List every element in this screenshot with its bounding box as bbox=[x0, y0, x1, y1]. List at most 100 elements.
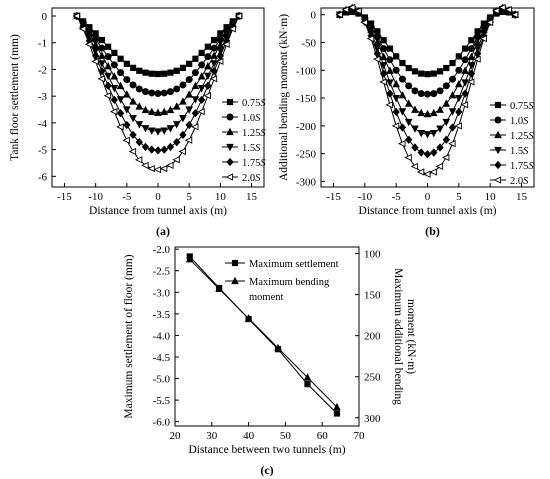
data-point bbox=[154, 89, 162, 97]
data-point bbox=[461, 66, 469, 74]
data-point bbox=[491, 7, 500, 15]
legend-label-symbol: S bbox=[528, 161, 534, 172]
data-point bbox=[91, 47, 100, 55]
panel-label: (c) bbox=[260, 463, 273, 477]
data-point bbox=[411, 68, 419, 75]
data-point bbox=[398, 123, 407, 132]
data-point bbox=[417, 129, 426, 138]
data-point bbox=[141, 142, 150, 152]
chart-panel-b: -15 -10 -5 0 5 10 150-50-100-150-200-250-3000.… bbox=[278, 3, 535, 238]
legend-label: 1.75S bbox=[510, 161, 534, 172]
legend-label: 1.25S bbox=[242, 128, 266, 139]
data-point bbox=[405, 135, 413, 144]
y-tick-label: -3.5 bbox=[153, 309, 171, 321]
data-point bbox=[185, 120, 193, 130]
data-point bbox=[142, 88, 150, 96]
data-point bbox=[184, 136, 193, 144]
data-point bbox=[123, 76, 131, 84]
y2-tick-label: 250 bbox=[364, 372, 381, 384]
legend-label-number: 1.5 bbox=[242, 143, 255, 154]
data-point bbox=[122, 136, 130, 144]
data-point bbox=[135, 121, 144, 129]
data-point bbox=[129, 114, 137, 123]
y-tick-label: -100 bbox=[296, 65, 317, 77]
data-point bbox=[172, 156, 180, 164]
data-point bbox=[154, 146, 162, 155]
data-point bbox=[399, 59, 406, 67]
data-point bbox=[198, 61, 206, 69]
y-tick-label: -2.0 bbox=[153, 244, 171, 256]
data-point bbox=[215, 57, 224, 66]
data-point bbox=[410, 162, 419, 171]
data-point bbox=[210, 66, 218, 76]
panel-label: (a) bbox=[156, 224, 170, 238]
data-point bbox=[379, 78, 387, 86]
data-point bbox=[385, 101, 393, 109]
series-1.0S bbox=[73, 12, 243, 97]
y-axis-label: Maximum settlement of floor (mm) bbox=[123, 254, 135, 418]
data-point bbox=[460, 101, 469, 109]
data-point bbox=[148, 89, 156, 97]
data-point bbox=[154, 70, 162, 78]
legend-label: 0.75S bbox=[510, 101, 534, 112]
data-point bbox=[78, 25, 87, 33]
y-axis-label: Tank floor settlement (mm) bbox=[9, 34, 21, 161]
data-point bbox=[211, 36, 218, 44]
y-tick-label: -50 bbox=[301, 37, 316, 49]
y2-tick-label: 150 bbox=[364, 290, 381, 302]
data-point bbox=[117, 55, 124, 62]
y-tick-label: -2 bbox=[38, 64, 47, 76]
x-tick-label: 40 bbox=[243, 430, 255, 442]
data-point bbox=[347, 3, 356, 12]
data-point bbox=[504, 6, 512, 14]
x-tick-label: 50 bbox=[280, 430, 292, 442]
data-point bbox=[442, 99, 451, 107]
data-point bbox=[98, 66, 106, 76]
data-point bbox=[423, 131, 432, 139]
legend-label: Maximum settlement bbox=[249, 259, 339, 270]
data-point bbox=[142, 69, 149, 76]
y2-tick-label: 300 bbox=[364, 413, 381, 425]
plot-frame bbox=[174, 246, 360, 427]
data-point bbox=[179, 130, 187, 140]
data-point bbox=[111, 49, 118, 56]
data-point bbox=[105, 43, 112, 50]
data-point bbox=[333, 402, 341, 411]
data-point bbox=[123, 120, 131, 130]
data-point bbox=[136, 67, 143, 74]
data-point bbox=[448, 123, 457, 132]
data-point bbox=[436, 105, 444, 113]
data-point bbox=[166, 105, 175, 114]
data-point bbox=[172, 121, 181, 129]
data-point bbox=[166, 125, 175, 133]
data-point bbox=[405, 82, 413, 90]
y-tick-label: -5.5 bbox=[153, 395, 171, 407]
data-point bbox=[360, 18, 368, 27]
data-point bbox=[449, 75, 457, 83]
data-point bbox=[166, 88, 174, 96]
data-point bbox=[411, 105, 419, 113]
data-point bbox=[449, 59, 456, 67]
data-point bbox=[98, 36, 105, 44]
data-point bbox=[448, 90, 457, 99]
data-point bbox=[110, 95, 119, 105]
data-point bbox=[191, 69, 199, 77]
data-point bbox=[442, 135, 450, 144]
data-point bbox=[185, 90, 193, 98]
data-point bbox=[179, 81, 187, 89]
data-point bbox=[166, 142, 175, 152]
series-Maximum bending moment bbox=[185, 255, 341, 411]
data-point bbox=[135, 102, 144, 110]
x-tick-label: -15 bbox=[326, 191, 341, 203]
data-point bbox=[128, 147, 137, 156]
data-point bbox=[455, 79, 463, 88]
data-point bbox=[423, 170, 431, 178]
data-point bbox=[222, 40, 230, 48]
x-tick-label: -5 bbox=[392, 191, 402, 203]
legend-marker bbox=[494, 101, 502, 109]
data-point bbox=[210, 60, 218, 68]
data-point bbox=[173, 137, 181, 147]
data-point bbox=[166, 161, 174, 169]
data-point bbox=[386, 66, 394, 74]
data-point bbox=[178, 147, 186, 156]
